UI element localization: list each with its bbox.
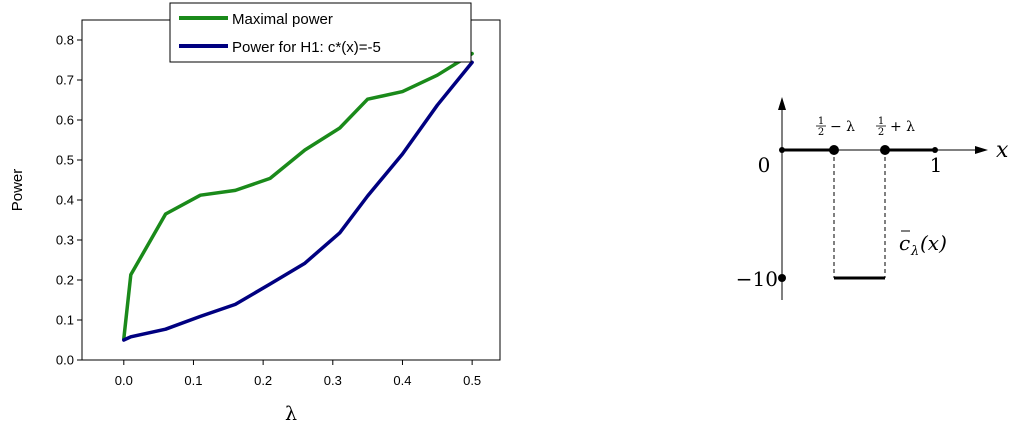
origin-label: 0 [758, 153, 771, 177]
diagram-y-arrow-icon [778, 97, 786, 110]
y-tick-label: 0.6 [56, 113, 74, 128]
function-label-arg: (x) [920, 231, 947, 255]
point-origin [779, 147, 785, 153]
x-tick-label: 0.1 [184, 373, 202, 388]
function-label: c λ (x) [899, 230, 947, 259]
diagram-x-arrow-icon [975, 146, 988, 154]
legend-label-power-h1: Power for H1: c*(x)=-5 [232, 39, 381, 56]
x-tick-label: 0.4 [393, 373, 411, 388]
legend-box [169, 2, 472, 63]
x-axis-title: λ [285, 403, 297, 425]
x-tick-label: 0.3 [324, 373, 342, 388]
one-label: 1 [930, 153, 943, 177]
series-line-power-h1 [122, 60, 474, 342]
step-function-diagram: x 0 1 −10 1 2 − λ 1 2 + λ c λ (x) [736, 97, 1009, 300]
series-line-maximal-power [122, 51, 474, 341]
y-tick-label: 0.8 [56, 33, 74, 48]
y-tick-label: 0.4 [56, 193, 74, 208]
half-numerator-right: 1 [878, 116, 884, 127]
y-tick-label: 0.5 [56, 153, 74, 168]
x-tick-label: 0.2 [254, 373, 272, 388]
legend-label-maximal-power: Maximal power [232, 11, 333, 28]
minus-ten-label: −10 [736, 267, 778, 291]
x-axis-label: x [996, 138, 1009, 163]
left-break-label: 1 2 − λ [816, 116, 855, 138]
half-denominator-left: 2 [818, 127, 824, 138]
x-tick-label: 0.0 [115, 373, 133, 388]
y-tick-label: 0.2 [56, 273, 74, 288]
plot-frame [81, 19, 501, 361]
legend: Maximal power Power for H1: c*(x)=-5 [169, 2, 472, 63]
y-axis-ticks: 0.0 0.1 0.2 0.3 0.4 0.5 0.6 0.7 0.8 [56, 33, 82, 368]
right-break-label: 1 2 + λ [876, 116, 915, 138]
point-right-break [880, 145, 890, 155]
point-left-break [829, 145, 839, 155]
x-axis-ticks: 0.0 0.1 0.2 0.3 0.4 0.5 [115, 360, 481, 388]
y-tick-label: 0.7 [56, 73, 74, 88]
point-minus-ten [778, 274, 786, 282]
y-axis-title: Power [9, 169, 26, 212]
y-tick-label: 0.0 [56, 353, 74, 368]
function-label-c: c [899, 231, 910, 255]
y-tick-label: 0.3 [56, 233, 74, 248]
point-one [932, 147, 938, 153]
right-break-rest: + λ [890, 119, 915, 135]
half-denominator-right: 2 [878, 127, 884, 138]
x-tick-label: 0.5 [463, 373, 481, 388]
function-label-sub: λ [910, 244, 919, 259]
series-layer [122, 51, 474, 342]
y-tick-label: 0.1 [56, 313, 74, 328]
half-numerator-left: 1 [818, 116, 824, 127]
power-chart: 0.0 0.1 0.2 0.3 0.4 0.5 0.6 0.7 0.8 0.0 0.1 0.2 0.3… [9, 2, 501, 425]
left-break-rest: − λ [830, 119, 855, 135]
